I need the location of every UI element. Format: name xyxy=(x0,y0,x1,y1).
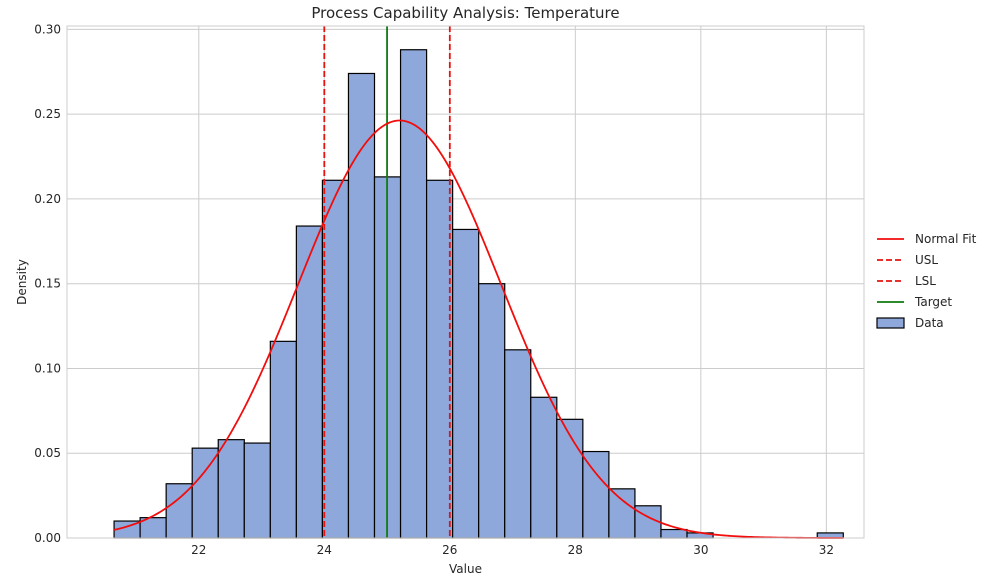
histogram-bar-6 xyxy=(269,340,297,539)
y-tick-label: 0.05 xyxy=(34,446,61,460)
histogram-bar-3 xyxy=(191,447,219,539)
histogram-bar-15 xyxy=(504,349,532,539)
histogram-bar-19 xyxy=(608,488,636,539)
normal-fit-curve xyxy=(113,119,844,539)
x-axis-title: Value xyxy=(449,562,482,576)
chart-title: Process Capability Analysis: Temperature xyxy=(311,4,619,22)
histogram-bar-8 xyxy=(321,179,350,539)
normal-fit-curve-group xyxy=(113,119,844,539)
y-tick-labels: 0.00 0.05 0.10 0.15 0.20 0.25 0.30 xyxy=(34,22,61,545)
histogram-bar-14 xyxy=(478,283,506,539)
histogram-bar-7 xyxy=(295,225,324,539)
legend-label: Target xyxy=(914,295,952,309)
histogram-bar-21 xyxy=(660,528,688,539)
histogram-bar-16 xyxy=(530,396,558,539)
legend-label: USL xyxy=(915,253,938,267)
x-tick-label: 30 xyxy=(693,543,708,557)
y-tick-label: 0.25 xyxy=(34,107,61,121)
histogram-bar-11 xyxy=(399,49,428,539)
x-tick-labels: 22 24 26 28 30 32 xyxy=(191,543,834,557)
legend-item-lsl: LSL xyxy=(877,274,936,288)
legend-label: Normal Fit xyxy=(915,232,977,246)
legend-label: LSL xyxy=(915,274,936,288)
legend: Normal Fit USL LSL Target Data xyxy=(876,232,977,330)
histogram-bar-13 xyxy=(452,228,480,539)
x-tick-label: 24 xyxy=(317,543,332,557)
y-tick-label: 0.00 xyxy=(34,531,61,545)
x-tick-label: 28 xyxy=(568,543,583,557)
y-tick-label: 0.10 xyxy=(34,361,61,375)
reference-lines xyxy=(323,26,451,538)
legend-swatch xyxy=(876,317,905,329)
legend-item-target: Target xyxy=(877,295,952,309)
y-tick-label: 0.20 xyxy=(34,192,61,206)
y-tick-label: 0.30 xyxy=(34,22,61,36)
histogram-bar-4 xyxy=(217,439,245,539)
histogram-bars xyxy=(113,49,844,539)
axes-frame xyxy=(66,25,865,539)
histogram-bar-18 xyxy=(582,450,610,539)
x-tick-label: 22 xyxy=(191,543,206,557)
x-tick-label: 32 xyxy=(819,543,834,557)
legend-item-normal-fit: Normal Fit xyxy=(877,232,977,246)
x-tick-label: 26 xyxy=(442,543,457,557)
histogram-bar-2 xyxy=(165,483,193,539)
histogram-bar-17 xyxy=(556,418,584,539)
y-axis-title: Density xyxy=(15,259,29,305)
histogram-bar-12 xyxy=(425,179,454,539)
legend-label: Data xyxy=(915,316,944,330)
histogram-bar-5 xyxy=(243,442,271,539)
histogram-bar-9 xyxy=(347,72,376,539)
legend-item-data: Data xyxy=(876,316,944,330)
y-tick-label: 0.15 xyxy=(34,277,61,291)
legend-item-usl: USL xyxy=(877,253,938,267)
